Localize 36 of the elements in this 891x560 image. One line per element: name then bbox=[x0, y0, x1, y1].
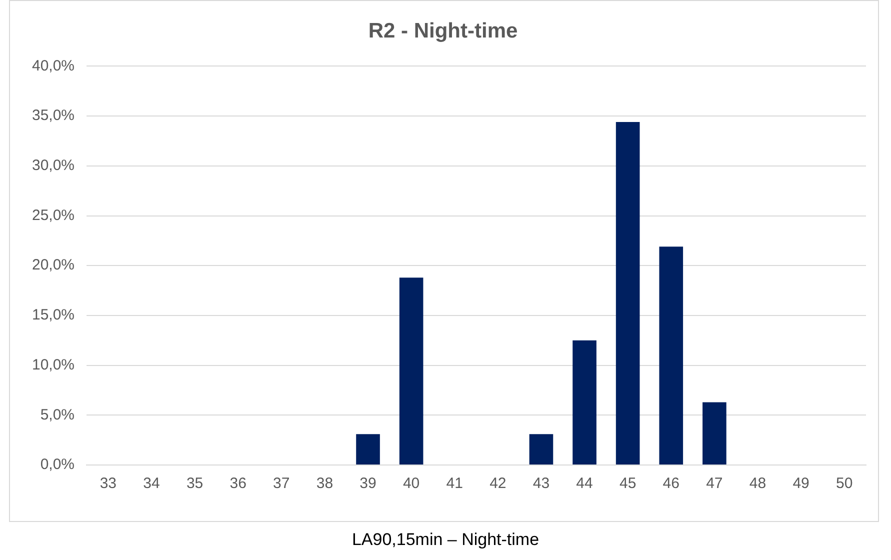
bar bbox=[399, 278, 424, 464]
x-tick-label: 38 bbox=[316, 475, 334, 492]
x-tick-label: 48 bbox=[749, 475, 766, 492]
bar bbox=[572, 340, 596, 464]
bar bbox=[659, 246, 684, 464]
y-tick-label: 10,0% bbox=[32, 356, 75, 374]
y-tick-label: 20,0% bbox=[32, 256, 75, 274]
y-tick-label: 40,0% bbox=[32, 57, 75, 74]
x-tick-label: 36 bbox=[230, 475, 246, 492]
x-tick-label: 47 bbox=[706, 475, 723, 492]
x-tick-label: 46 bbox=[662, 475, 680, 492]
y-tick-label: 15,0% bbox=[32, 306, 75, 324]
y-tick-label: 25,0% bbox=[32, 206, 75, 224]
x-tick-label: 33 bbox=[100, 475, 117, 492]
bar bbox=[356, 434, 380, 464]
y-tick-label: 35,0% bbox=[32, 107, 75, 124]
chart-title: R2 - Night-time bbox=[368, 19, 518, 42]
x-tick-label: 49 bbox=[792, 475, 810, 492]
y-tick-label: 0,0% bbox=[40, 456, 75, 474]
x-tick-label: 44 bbox=[576, 475, 593, 492]
bar bbox=[702, 402, 726, 464]
x-tick-label: 42 bbox=[490, 475, 506, 492]
x-tick-label: 35 bbox=[186, 475, 204, 492]
x-tick-label: 39 bbox=[360, 475, 376, 492]
x-tick-label: 43 bbox=[532, 475, 550, 492]
y-tick-label: 30,0% bbox=[32, 157, 75, 174]
x-tick-label: 45 bbox=[619, 475, 636, 492]
x-tick-label: 40 bbox=[402, 475, 420, 492]
y-tick-label: 5,0% bbox=[40, 406, 75, 424]
x-tick-label: 37 bbox=[273, 475, 290, 492]
x-tick-label: 41 bbox=[446, 475, 463, 492]
bar bbox=[616, 122, 640, 464]
x-axis-title: LA90,15min – Night-time bbox=[350, 530, 540, 550]
x-tick-label: 50 bbox=[836, 475, 853, 492]
x-tick-label: 34 bbox=[143, 475, 160, 492]
bar bbox=[529, 434, 554, 464]
